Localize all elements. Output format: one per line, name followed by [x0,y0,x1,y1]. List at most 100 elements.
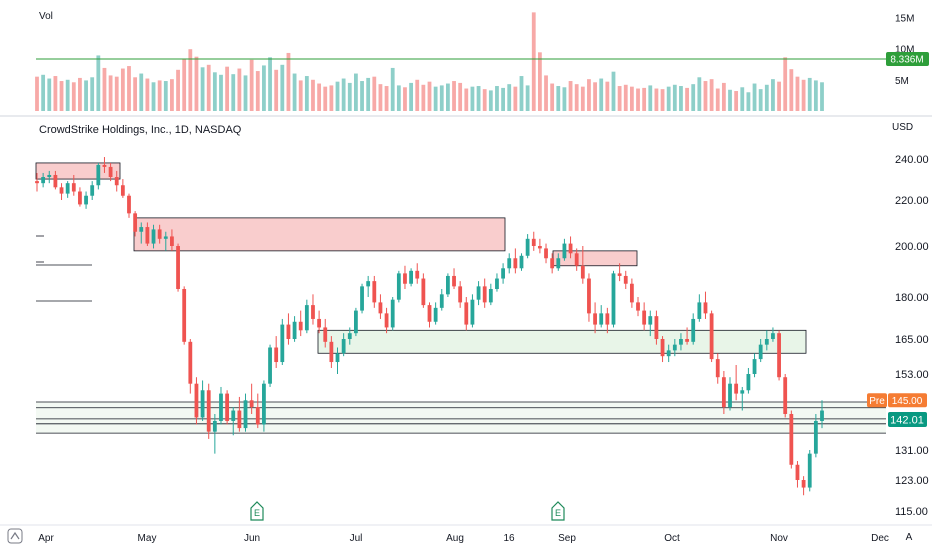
candle-body [65,183,70,194]
candle-body [329,341,334,363]
volume-bar [71,82,76,111]
candle-body [194,383,199,418]
price-tick-label: 165.00 [895,334,929,346]
candle-body [728,383,732,408]
level-stubs [36,235,92,302]
candle-body [580,265,585,279]
volume-bar [537,52,542,111]
candle-body [433,307,438,322]
volume-bar [599,78,604,111]
price-axis[interactable]: 240.00 220.00 200.00 180.00 165.00 153.00 131.… [895,154,929,518]
volume-bar [439,85,444,111]
volume-bar [298,80,303,111]
volume-bar [84,80,88,111]
time-tick-label: May [138,533,157,544]
candle-body [771,333,775,339]
volume-bar [623,84,628,111]
candle-body [476,286,481,300]
time-tick-label: Apr [38,533,54,544]
time-tick-label: Dec [871,533,889,544]
time-tick-label: Nov [770,533,788,544]
volume-bar [219,74,223,111]
volume-bar [390,67,395,111]
candle-body [801,480,806,488]
volume-bar [170,79,174,111]
volume-bar [409,82,414,111]
candle-body [120,185,125,196]
earnings-marker-jun[interactable]: E [250,501,264,521]
candle-body [108,166,113,178]
candle-body [709,313,714,360]
volume-tick-label: 15M [895,13,914,24]
volume-bar [90,77,95,111]
candle-body [360,286,364,311]
candle-body [347,333,352,339]
volume-bar [114,76,119,111]
candle-body [182,288,187,342]
candle-body [531,238,536,246]
volume-bar [758,89,763,111]
candle-body [384,313,389,328]
volume-bar [580,86,585,111]
candle-body [691,318,696,342]
volume-bar [421,84,426,111]
earnings-marker-aug[interactable]: E [551,501,565,521]
time-tick-label: Jun [244,533,260,544]
candle-body [41,177,46,184]
candle-body [90,185,95,196]
volume-bar [482,89,487,111]
chart-title: CrowdStrike Holdings, Inc., 1D, NASDAQ [39,124,242,136]
tradingview-logo-icon[interactable] [7,528,23,544]
candle-body [715,359,720,378]
candle-body [795,464,800,480]
volume-bar [317,83,322,111]
volume-bar [495,86,499,111]
last-price: 142.01 [890,414,924,426]
candle-body [544,248,548,259]
candle-body [445,275,450,295]
candle-body [262,383,266,425]
candle-body [255,407,260,425]
candle-body [611,273,616,325]
candle-body [200,390,205,418]
candle-body [96,164,101,186]
volume-bar [35,76,39,111]
candle-body [813,420,818,454]
price-zones [35,162,807,354]
volume-bar [53,76,58,111]
candle-body [495,278,499,289]
candle-body [654,316,659,339]
candle-body [642,310,647,325]
candle-body [820,410,824,421]
volume-bar [703,81,708,111]
candle-body [593,313,597,325]
volume-bar [163,81,168,111]
candle-body [212,420,217,432]
candle-body [617,273,622,276]
volume-bar [182,59,187,111]
time-tick-label: Oct [664,533,680,544]
candle-body [685,339,689,342]
candle-body [525,238,530,256]
candle-body [703,302,708,314]
time-tick-label: 16 [503,533,515,544]
price-tick-label: 180.00 [895,292,929,304]
volume-bar [648,85,653,111]
price-tick-label: 123.00 [895,475,929,487]
volume-bar [286,52,291,111]
volume-bar [262,65,266,111]
candle-body [206,390,211,432]
time-axis[interactable]: Apr May Jun Jul Aug 16 Sep Oct Nov Dec [38,533,889,544]
candle-body [280,324,285,363]
price-pane: CrowdStrike Holdings, Inc., 1D, NASDAQ U… [35,122,929,521]
candle-body [237,410,242,429]
volume-bar [231,74,236,111]
candle-body [758,344,763,360]
auto-scale-toggle[interactable]: A [906,532,913,543]
volume-bar [734,91,739,111]
level-band [36,401,886,434]
candle-body [84,195,88,205]
volume-bar [771,79,775,111]
volume-bar [415,79,420,111]
candle-body [243,400,248,429]
